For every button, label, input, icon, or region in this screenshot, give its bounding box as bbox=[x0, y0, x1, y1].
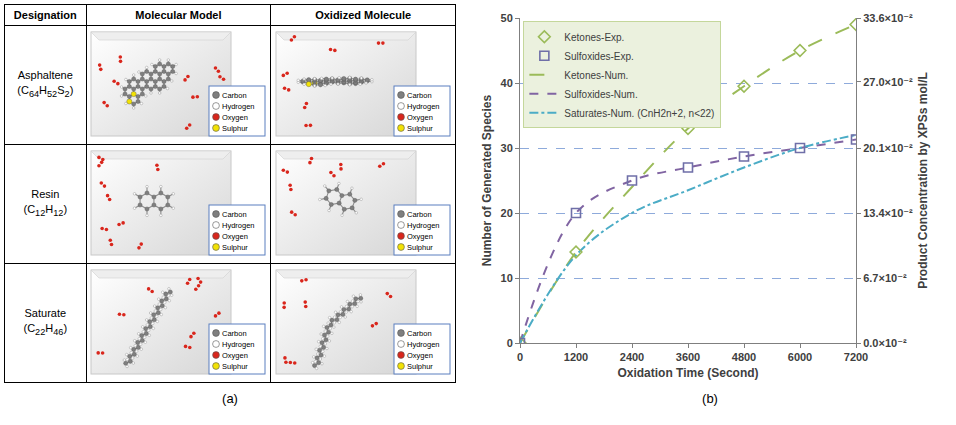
svg-text:Hydrogen: Hydrogen bbox=[222, 221, 255, 230]
html-text:(a): (a) bbox=[222, 391, 238, 406]
svg-text:Sulphur: Sulphur bbox=[407, 243, 433, 252]
html-text:Asphaltene: Asphaltene bbox=[17, 68, 73, 81]
svg-text:Carbon: Carbon bbox=[222, 329, 247, 338]
svg-text:Oxygen: Oxygen bbox=[222, 351, 248, 360]
svg-text:7200: 7200 bbox=[844, 351, 868, 363]
svg-text:Oxidation Time (Second): Oxidation Time (Second) bbox=[617, 366, 758, 380]
svg-text:Sulphur: Sulphur bbox=[407, 362, 433, 371]
svg-text:13.4×10⁻²: 13.4×10⁻² bbox=[863, 207, 913, 219]
svg-text:Sulphur: Sulphur bbox=[222, 243, 248, 252]
svg-text:27.0×10⁻²: 27.0×10⁻² bbox=[863, 76, 913, 88]
html-text:Saturate: Saturate bbox=[24, 306, 67, 319]
svg-text:Carbon: Carbon bbox=[407, 329, 432, 338]
svg-text:0: 0 bbox=[517, 351, 523, 363]
html-text:Resin: Resin bbox=[31, 187, 60, 200]
svg-text:6.7×10⁻²: 6.7×10⁻² bbox=[863, 272, 907, 284]
svg-text:Sulphur: Sulphur bbox=[222, 124, 248, 133]
svg-text:Hydrogen: Hydrogen bbox=[222, 340, 255, 349]
svg-text:Oxygen: Oxygen bbox=[407, 113, 433, 122]
svg-text:Product Concentration by XPSs: Product Concentration by XPSs mol/L bbox=[916, 72, 930, 289]
svg-text:33.6×10⁻²: 33.6×10⁻² bbox=[863, 12, 913, 24]
svg-text:Number of Generated Species: Number of Generated Species bbox=[480, 94, 494, 266]
svg-text:50: 50 bbox=[501, 12, 513, 24]
svg-text:0: 0 bbox=[507, 337, 513, 349]
html-text:(C22H46): (C22H46) bbox=[23, 321, 68, 338]
svg-text:6000: 6000 bbox=[788, 351, 812, 363]
svg-text:30: 30 bbox=[501, 142, 513, 154]
html-text:Molecular Model: Molecular Model bbox=[135, 9, 222, 21]
svg-text:Ketones-Exp.: Ketones-Exp. bbox=[564, 32, 624, 43]
svg-text:Sulphur: Sulphur bbox=[407, 124, 433, 133]
html-text:(b): (b) bbox=[702, 391, 718, 406]
html-text:Designation: Designation bbox=[13, 9, 77, 21]
svg-text:Oxygen: Oxygen bbox=[222, 113, 248, 122]
svg-text:Ketones-Num.: Ketones-Num. bbox=[564, 70, 628, 81]
svg-text:Carbon: Carbon bbox=[222, 91, 247, 100]
svg-text:2400: 2400 bbox=[620, 351, 644, 363]
html-text:Oxidized Molecule: Oxidized Molecule bbox=[315, 9, 412, 21]
svg-text:Carbon: Carbon bbox=[407, 91, 432, 100]
svg-text:20: 20 bbox=[501, 207, 513, 219]
svg-text:4800: 4800 bbox=[732, 351, 756, 363]
svg-text:3600: 3600 bbox=[676, 351, 700, 363]
svg-text:Carbon: Carbon bbox=[407, 210, 432, 219]
svg-text:Sulfoxides-Num.: Sulfoxides-Num. bbox=[564, 89, 637, 100]
svg-text:10: 10 bbox=[501, 272, 513, 284]
svg-text:40: 40 bbox=[501, 77, 513, 89]
svg-text:Hydrogen: Hydrogen bbox=[222, 102, 255, 111]
svg-text:Oxygen: Oxygen bbox=[407, 232, 433, 241]
svg-text:20.1×10⁻²: 20.1×10⁻² bbox=[863, 142, 913, 154]
svg-text:0.0×10⁻²: 0.0×10⁻² bbox=[863, 337, 907, 349]
svg-text:Sulfoxides-Exp.: Sulfoxides-Exp. bbox=[564, 51, 633, 62]
svg-text:Hydrogen: Hydrogen bbox=[407, 340, 440, 349]
svg-text:1200: 1200 bbox=[564, 351, 588, 363]
html-text:(C64H52S2): (C64H52S2) bbox=[17, 83, 74, 100]
svg-text:Carbon: Carbon bbox=[222, 210, 247, 219]
svg-text:Hydrogen: Hydrogen bbox=[407, 221, 440, 230]
html-text:(C12H12): (C12H12) bbox=[23, 202, 68, 219]
svg-text:Hydrogen: Hydrogen bbox=[407, 102, 440, 111]
svg-text:Sulphur: Sulphur bbox=[222, 362, 248, 371]
svg-text:Oxygen: Oxygen bbox=[407, 351, 433, 360]
svg-text:Oxygen: Oxygen bbox=[222, 232, 248, 241]
svg-text:Saturates-Num. (CnH2n+2, n<22): Saturates-Num. (CnH2n+2, n<22) bbox=[564, 108, 714, 119]
